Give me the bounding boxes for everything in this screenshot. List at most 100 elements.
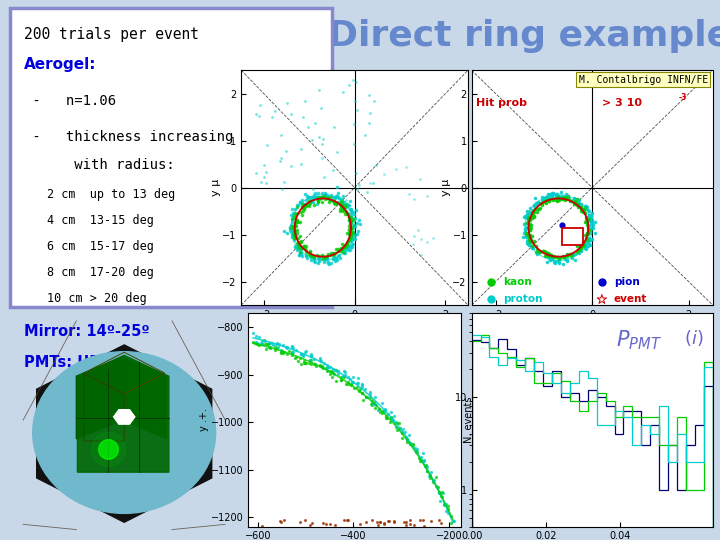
Point bbox=[306, 197, 318, 205]
Point bbox=[400, 163, 412, 172]
Point bbox=[519, 211, 531, 220]
Point bbox=[286, 211, 297, 219]
Point bbox=[256, 337, 268, 346]
Point bbox=[287, 215, 298, 224]
Point bbox=[571, 247, 582, 256]
Point bbox=[295, 350, 307, 359]
Point bbox=[293, 241, 305, 250]
Point bbox=[575, 244, 587, 252]
Point bbox=[520, 212, 531, 220]
Point bbox=[436, 488, 448, 497]
Point bbox=[354, 520, 365, 529]
Point bbox=[315, 103, 327, 112]
Point bbox=[546, 252, 557, 260]
Point bbox=[485, 295, 497, 304]
Point bbox=[339, 209, 351, 218]
Text: -   thickness increasing: - thickness increasing bbox=[24, 131, 233, 145]
Point bbox=[581, 236, 593, 245]
Point bbox=[305, 352, 317, 360]
Y-axis label: y .+.: y .+. bbox=[199, 408, 210, 431]
Point bbox=[338, 372, 349, 381]
Point bbox=[524, 219, 536, 228]
Point bbox=[359, 131, 371, 139]
Point bbox=[539, 198, 551, 207]
Point bbox=[583, 240, 595, 249]
Point bbox=[379, 404, 390, 413]
Point bbox=[416, 456, 428, 465]
Point bbox=[300, 251, 312, 259]
Point bbox=[263, 342, 274, 351]
Text: $\mathit{(i)}$: $\mathit{(i)}$ bbox=[684, 328, 703, 348]
Point bbox=[539, 193, 550, 202]
Point bbox=[296, 201, 307, 210]
Point bbox=[256, 521, 268, 530]
Point bbox=[294, 218, 306, 226]
Point bbox=[541, 249, 552, 258]
Point bbox=[320, 519, 332, 528]
Point bbox=[347, 377, 359, 386]
Point bbox=[312, 189, 324, 198]
Point bbox=[287, 222, 299, 231]
Point bbox=[522, 218, 534, 226]
Point bbox=[346, 236, 358, 245]
Point bbox=[331, 183, 343, 192]
Point bbox=[405, 440, 417, 448]
Point bbox=[317, 254, 328, 263]
Point bbox=[333, 366, 344, 375]
Point bbox=[293, 251, 305, 260]
Point bbox=[421, 192, 433, 201]
Point bbox=[316, 362, 328, 370]
Point bbox=[254, 101, 266, 110]
Point bbox=[284, 222, 296, 231]
Point bbox=[353, 387, 364, 395]
Point bbox=[577, 205, 589, 213]
Polygon shape bbox=[122, 357, 167, 439]
Point bbox=[324, 362, 336, 371]
Point bbox=[547, 195, 559, 204]
Point bbox=[559, 255, 571, 264]
Point bbox=[299, 203, 310, 212]
Point bbox=[288, 347, 300, 356]
Point bbox=[428, 477, 439, 486]
Point bbox=[414, 457, 426, 465]
Point bbox=[294, 248, 306, 256]
Point bbox=[546, 254, 558, 263]
Text: $\mathit{P}_{PMT}$: $\mathit{P}_{PMT}$ bbox=[616, 328, 662, 352]
Point bbox=[286, 161, 297, 170]
Point bbox=[569, 199, 580, 208]
Point bbox=[255, 339, 266, 347]
Point bbox=[292, 240, 304, 249]
Point bbox=[384, 418, 396, 427]
Point bbox=[328, 249, 339, 258]
Point bbox=[554, 253, 566, 262]
Point bbox=[368, 179, 379, 187]
Point bbox=[377, 399, 388, 407]
Point bbox=[521, 232, 532, 240]
Point bbox=[256, 339, 268, 348]
Point bbox=[344, 219, 356, 227]
Point bbox=[315, 354, 326, 363]
Point bbox=[581, 214, 593, 223]
X-axis label: X μ: X μ bbox=[346, 321, 364, 332]
Point bbox=[563, 194, 575, 203]
Point bbox=[324, 519, 336, 528]
Point bbox=[251, 339, 263, 347]
Point bbox=[385, 408, 397, 416]
Point bbox=[541, 251, 553, 260]
Point bbox=[561, 250, 572, 259]
Point bbox=[351, 219, 363, 227]
Point bbox=[300, 359, 311, 367]
Point bbox=[540, 251, 552, 260]
Point bbox=[349, 214, 361, 222]
Point bbox=[286, 351, 297, 360]
Point bbox=[328, 249, 339, 258]
X-axis label: X μ: X μ bbox=[583, 321, 601, 332]
Point bbox=[302, 193, 314, 202]
Point bbox=[305, 521, 316, 530]
Point bbox=[561, 190, 572, 199]
Point bbox=[544, 253, 555, 262]
Point bbox=[327, 253, 338, 262]
Point bbox=[520, 233, 531, 241]
Point bbox=[317, 134, 328, 143]
Point bbox=[414, 175, 426, 184]
